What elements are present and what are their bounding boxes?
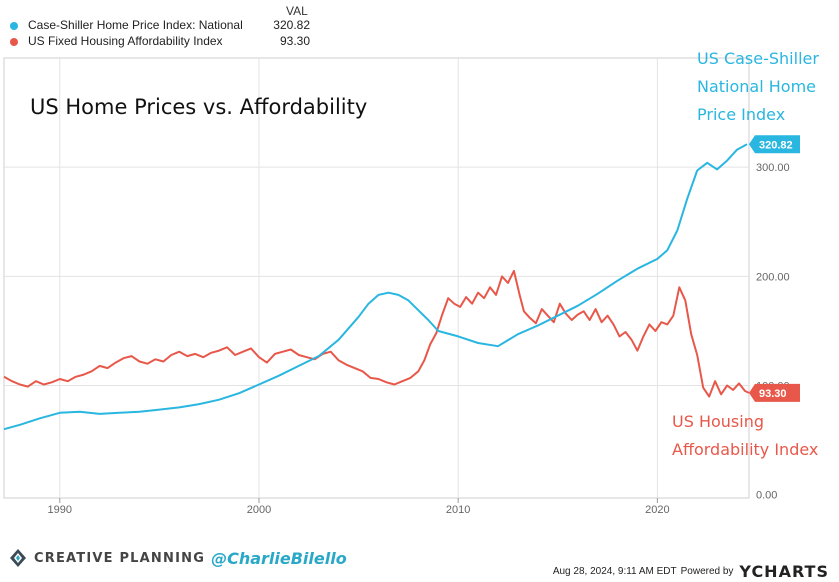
annotation-line: National Home xyxy=(697,77,816,96)
legend-item-affordability[interactable]: US Fixed Housing Affordability Index 93.… xyxy=(10,34,310,50)
series-dot-icon xyxy=(10,38,18,46)
ycharts-logo[interactable]: YCHARTS xyxy=(739,561,829,581)
x-axis: 1990 2000 2010 2020 xyxy=(48,498,670,516)
attribution: Aug 28, 2024, 9:11 AM EDT Powered by YCH… xyxy=(553,560,829,582)
author-handle[interactable]: @CharlieBilello xyxy=(211,548,347,568)
powered-by-label: Powered by xyxy=(680,565,734,577)
y-tick-label: 200.00 xyxy=(756,271,790,283)
annotation-line: Affordability Index xyxy=(672,440,818,459)
y-tick-label: 300.00 xyxy=(756,162,790,174)
annotation-case-shiller: US Case-Shiller National Home Price Inde… xyxy=(697,49,824,124)
x-tick-label: 1990 xyxy=(48,504,72,516)
legend-item-value: 320.82 xyxy=(273,18,310,32)
chart-title: US Home Prices vs. Affordability xyxy=(30,95,367,119)
y-tick-label: 0.00 xyxy=(756,490,777,502)
series-dot-icon xyxy=(10,22,18,30)
series-lines xyxy=(3,143,750,431)
last-value-label: 320.82 xyxy=(759,139,793,151)
legend-item-value: 93.30 xyxy=(279,34,310,48)
legend-item-name: Case-Shiller Home Price Index: National xyxy=(28,18,243,32)
timestamp: Aug 28, 2024, 9:11 AM EDT xyxy=(552,565,677,577)
branding: CREATIVE PLANNING @CharlieBilello xyxy=(8,546,347,570)
last-value-label: 93.30 xyxy=(759,388,787,400)
series-line-affordability xyxy=(3,269,750,398)
annotation-line: US Housing xyxy=(672,412,764,431)
grid xyxy=(4,58,749,498)
last-value-badge: 320.82 xyxy=(749,135,800,154)
annotation-line: Price Index xyxy=(697,105,785,124)
plot-area xyxy=(3,57,750,499)
last-value-badges: 320.82 93.30 xyxy=(749,135,800,402)
series-line-case-shiller xyxy=(3,143,748,431)
brand-name: CREATIVE PLANNING xyxy=(34,550,206,566)
creative-planning-logo-icon xyxy=(10,549,26,567)
legend-item-case-shiller[interactable]: Case-Shiller Home Price Index: National … xyxy=(10,18,310,34)
annotation-line: US Case-Shiller xyxy=(697,49,819,68)
last-value-badge: 93.30 xyxy=(749,383,800,402)
legend-item-name: US Fixed Housing Affordability Index xyxy=(28,34,223,48)
x-tick-label: 2020 xyxy=(645,504,669,516)
x-tick-label: 2000 xyxy=(247,504,271,516)
annotation-affordability: US Housing Affordability Index xyxy=(672,412,818,459)
x-tick-label: 2010 xyxy=(446,504,470,516)
legend-header: VAL xyxy=(286,4,308,18)
